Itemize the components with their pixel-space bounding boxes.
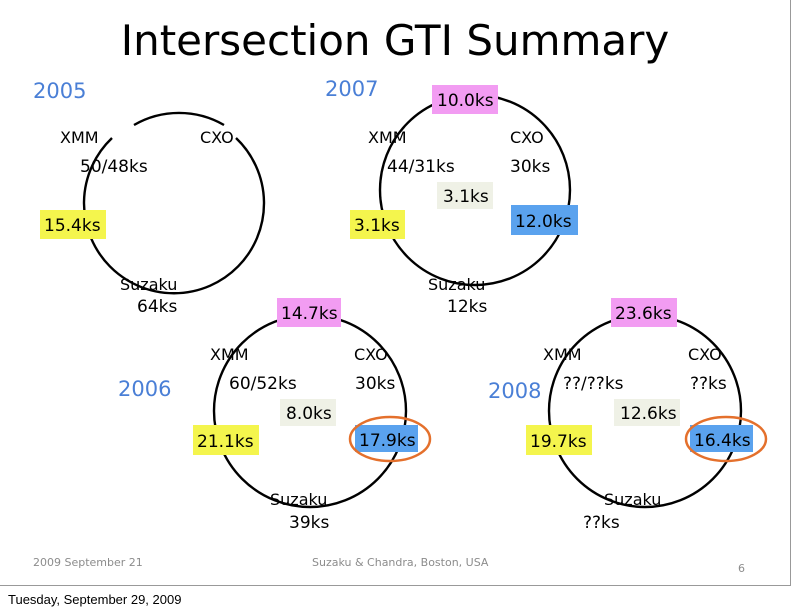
cxo-label: CXO [200,128,234,147]
diagram-2006: 2006 14.7ks XMM CXO 60/52ks 30ks 8.0ks 2… [118,298,432,533]
suzaku-value: 64ks [137,297,177,317]
cycle-arc-top [133,111,225,127]
center-value: 3.1ks [443,187,489,207]
xmm-value: ??/??ks [563,374,624,394]
cxo-suzaku-box [511,205,578,235]
xmm-value: 44/31ks [387,157,455,177]
footer-date: 2009 September 21 [33,556,143,569]
cxo-suzaku-value: 12.0ks [515,212,572,232]
year-label: 2006 [118,377,171,401]
cxo-suzaku-box [690,425,753,452]
xmm-suzaku-value: 15.4ks [44,216,101,236]
slide-title: Intersection GTI Summary [120,16,670,65]
cycle-arc-xmm-cxo [82,137,266,295]
xmm-label: XMM [210,345,249,364]
xmm-label: XMM [60,128,99,147]
slide: Intersection GTI Summary 2005 XMM CXO 50… [0,0,791,586]
suzaku-value: ??ks [583,513,620,533]
xmm-cxo-value: 10.0ks [437,91,494,111]
xmm-suzaku-box [40,210,106,239]
xmm-suzaku-value: 21.1ks [197,432,254,452]
xmm-value: 60/52ks [229,374,297,394]
cxo-label: CXO [688,345,722,364]
gti-diagrams: 2005 XMM CXO 50/48ks 15.4ks Suzaku 64ks … [33,77,768,575]
cxo-value: 30ks [355,374,395,394]
cxo-label: CXO [354,345,388,364]
xmm-label: XMM [368,128,407,147]
xmm-cxo-box [432,85,498,114]
cxo-value: ??ks [690,374,727,394]
suzaku-label: Suzaku [604,490,661,509]
xmm-cxo-value: 23.6ks [615,304,672,324]
suzaku-label: Suzaku [428,275,485,294]
suzaku-label: Suzaku [270,490,327,509]
year-label: 2008 [488,379,541,403]
xmm-value: 50/48ks [80,157,148,177]
highlight-ring [348,415,432,463]
center-value: 8.0ks [286,404,332,424]
xmm-label: XMM [543,345,582,364]
page-number: 6 [738,562,745,575]
xmm-cxo-box [611,298,677,327]
cxo-suzaku-box [355,425,418,452]
xmm-cxo-box [277,298,341,327]
diagram-2007: 2007 10.0ks XMM CXO 44/31ks 30ks 3.1ks 3… [325,77,578,317]
xmm-suzaku-value: 3.1ks [354,216,400,236]
suzaku-label: Suzaku [120,275,177,294]
highlight-ring [684,415,768,463]
cxo-value: 30ks [510,157,550,177]
center-box [614,399,680,426]
xmm-suzaku-box [350,210,405,239]
xmm-suzaku-box [193,425,259,455]
center-box [280,399,336,426]
cxo-label: CXO [510,128,544,147]
cxo-suzaku-value: 17.9ks [359,431,416,451]
footer-venue: Suzaku & Chandra, Boston, USA [312,556,489,569]
xmm-cxo-value: 14.7ks [281,304,338,324]
xmm-suzaku-box [526,425,592,455]
year-label: 2007 [325,77,378,101]
suzaku-value: 12ks [447,297,487,317]
center-box [437,182,493,209]
diagram-2008: 2008 23.6ks XMM CXO ??/??ks ??ks 12.6ks … [488,298,768,533]
center-value: 12.6ks [620,404,677,424]
presentation-date: Tuesday, September 29, 2009 [8,592,182,607]
diagram-2005: 2005 XMM CXO 50/48ks 15.4ks Suzaku 64ks [33,79,266,317]
suzaku-value: 39ks [289,513,329,533]
cxo-suzaku-value: 16.4ks [694,431,751,451]
xmm-suzaku-value: 19.7ks [530,432,587,452]
year-label: 2005 [33,79,86,103]
